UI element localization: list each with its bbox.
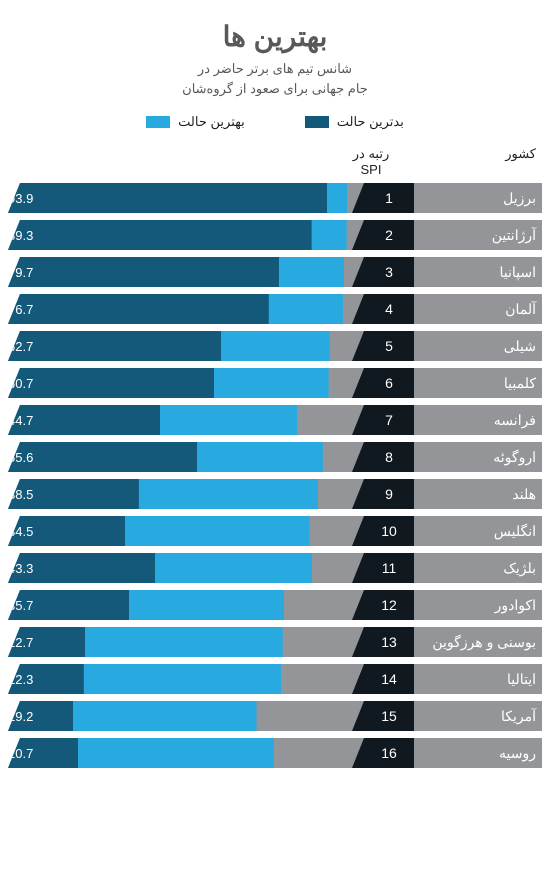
bar-worst: 20.7 bbox=[8, 738, 78, 768]
data-row: 98.576.74آلمان bbox=[8, 294, 542, 324]
bars: 99.893.91 bbox=[8, 183, 542, 213]
value-worst: 55.6 bbox=[8, 450, 33, 465]
data-row: 98.879.73اسپانیا bbox=[8, 257, 542, 287]
bars: 78.220.716 bbox=[8, 738, 542, 768]
data-row: 88.734.510انگلیس bbox=[8, 516, 542, 546]
value-worst: 19.2 bbox=[8, 709, 33, 724]
rank-value: 14 bbox=[369, 671, 397, 687]
chart-title: بهترین ها bbox=[8, 20, 542, 53]
bar-worst: 76.7 bbox=[8, 294, 269, 324]
rank-value: 13 bbox=[369, 634, 397, 650]
bar-worst: 43.3 bbox=[8, 553, 155, 583]
data-row: 99.689.32آرژانتین bbox=[8, 220, 542, 250]
bars: 89.543.311 bbox=[8, 553, 542, 583]
column-headers: کشور رتبه در SPI bbox=[8, 146, 542, 177]
bars: 81.235.712 bbox=[8, 590, 542, 620]
value-worst: 43.3 bbox=[8, 561, 33, 576]
value-worst: 93.9 bbox=[8, 191, 33, 206]
value-worst: 60.7 bbox=[8, 376, 33, 391]
rank-value: 1 bbox=[373, 190, 393, 206]
rank-value: 10 bbox=[369, 523, 397, 539]
subtitle-line2: جام جهانی برای صعود از گروه‌شان bbox=[182, 81, 368, 96]
rank-value: 4 bbox=[373, 301, 393, 317]
data-row: 92.655.68اروگوئه bbox=[8, 442, 542, 472]
bars: 99.689.32 bbox=[8, 220, 542, 250]
bar-worst: 60.7 bbox=[8, 368, 214, 398]
bar-worst: 38.5 bbox=[8, 479, 139, 509]
rank-value: 15 bbox=[369, 708, 397, 724]
bar-worst: 62.7 bbox=[8, 331, 221, 361]
legend-worst-swatch bbox=[305, 116, 329, 128]
data-row: 73.119.215آمریکا bbox=[8, 701, 542, 731]
data-row: 89.543.311بلژیک bbox=[8, 553, 542, 583]
value-worst: 35.7 bbox=[8, 598, 33, 613]
chart-container: بهترین ها شانس تیم های برتر حاضر در جام … bbox=[0, 0, 550, 788]
rank-value: 3 bbox=[373, 264, 393, 280]
bar-worst: 22.7 bbox=[8, 627, 85, 657]
bars: 98.879.73 bbox=[8, 257, 542, 287]
rank-value: 2 bbox=[373, 227, 393, 243]
bars: 80.822.713 bbox=[8, 627, 542, 657]
value-worst: 38.5 bbox=[8, 487, 33, 502]
legend-best-swatch bbox=[146, 116, 170, 128]
bars: 92.655.68 bbox=[8, 442, 542, 472]
bars: 80.422.314 bbox=[8, 664, 542, 694]
chart-subtitle: شانس تیم های برتر حاضر در جام جهانی برای… bbox=[8, 59, 542, 98]
value-worst: 22.3 bbox=[8, 672, 33, 687]
subtitle-line1: شانس تیم های برتر حاضر در bbox=[198, 61, 352, 76]
legend-worst: بدترین حالت bbox=[305, 114, 404, 130]
bar-worst: 35.7 bbox=[8, 590, 129, 620]
bar-worst: 79.7 bbox=[8, 257, 279, 287]
legend-best: بهترین حالت bbox=[146, 114, 245, 130]
rank-value: 9 bbox=[373, 486, 393, 502]
rank-value: 12 bbox=[369, 597, 397, 613]
bar-worst: 55.6 bbox=[8, 442, 197, 472]
bar-worst: 93.9 bbox=[8, 183, 327, 213]
value-worst: 20.7 bbox=[8, 746, 33, 761]
value-worst: 79.7 bbox=[8, 265, 33, 280]
data-row: 99.893.91برزیل bbox=[8, 183, 542, 213]
value-worst: 89.3 bbox=[8, 228, 33, 243]
bars: 94.360.76 bbox=[8, 368, 542, 398]
data-row: 94.662.75شیلی bbox=[8, 331, 542, 361]
value-worst: 62.7 bbox=[8, 339, 33, 354]
header-rank: رتبه در SPI bbox=[346, 146, 396, 177]
bar-worst: 44.7 bbox=[8, 405, 160, 435]
value-worst: 22.7 bbox=[8, 635, 33, 650]
data-row: 78.220.716روسیه bbox=[8, 738, 542, 768]
bar-worst: 34.5 bbox=[8, 516, 125, 546]
bar-worst: 89.3 bbox=[8, 220, 312, 250]
legend-best-label: بهترین حالت bbox=[178, 114, 245, 130]
value-worst: 44.7 bbox=[8, 413, 33, 428]
bar-worst: 22.3 bbox=[8, 664, 84, 694]
rank-value: 8 bbox=[373, 449, 393, 465]
bars: 98.576.74 bbox=[8, 294, 542, 324]
rank-value: 7 bbox=[373, 412, 393, 428]
bars: 94.662.75 bbox=[8, 331, 542, 361]
rank-value: 16 bbox=[369, 745, 397, 761]
legend-worst-label: بدترین حالت bbox=[337, 114, 404, 130]
bars: 91.338.59 bbox=[8, 479, 542, 509]
bars: 85.144.77 bbox=[8, 405, 542, 435]
bar-worst: 19.2 bbox=[8, 701, 73, 731]
data-row: 80.822.713بوسنی و هرزگوین bbox=[8, 627, 542, 657]
rank-value: 5 bbox=[373, 338, 393, 354]
header-country: کشور bbox=[396, 146, 536, 177]
rows-container: 99.893.91برزیل99.689.32آرژانتین98.879.73… bbox=[8, 183, 542, 768]
rank-value: 11 bbox=[370, 560, 397, 576]
data-row: 81.235.712اکوادور bbox=[8, 590, 542, 620]
legend: بدترین حالت بهترین حالت bbox=[8, 114, 542, 130]
data-row: 85.144.77فرانسه bbox=[8, 405, 542, 435]
value-worst: 34.5 bbox=[8, 524, 33, 539]
rank-value: 6 bbox=[373, 375, 393, 391]
data-row: 91.338.59هلند bbox=[8, 479, 542, 509]
bars: 88.734.510 bbox=[8, 516, 542, 546]
data-row: 80.422.314ایتالیا bbox=[8, 664, 542, 694]
value-worst: 76.7 bbox=[8, 302, 33, 317]
bars: 73.119.215 bbox=[8, 701, 542, 731]
data-row: 94.360.76کلمبیا bbox=[8, 368, 542, 398]
